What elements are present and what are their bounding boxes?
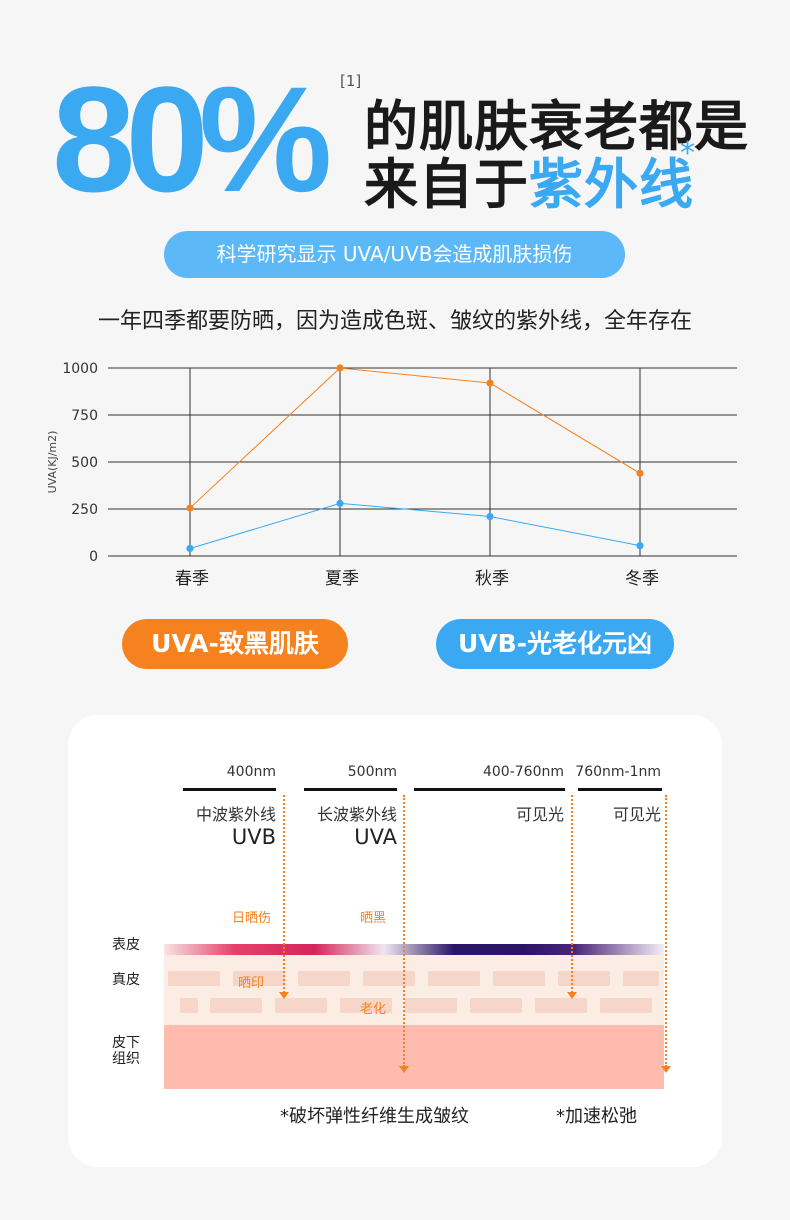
data-point-series-0 xyxy=(336,364,344,372)
data-point-series-0 xyxy=(636,469,644,477)
dermis-cell xyxy=(233,971,285,986)
data-point-series-0 xyxy=(486,379,494,387)
dermis-cell xyxy=(600,998,652,1013)
uva-arrow-icon xyxy=(399,1066,409,1073)
uva-penetration-line xyxy=(403,795,405,1067)
footnote-wrinkles: *破坏弹性纤维生成皱纹 xyxy=(280,1106,469,1127)
hero-percent: 80% xyxy=(52,55,332,223)
band-infrared-bar xyxy=(578,788,662,791)
effect-sunburn-label: 日晒伤 xyxy=(232,911,272,926)
band-visible-name: 可见光 xyxy=(515,805,564,824)
chart-grid xyxy=(108,367,737,557)
dermis-cell xyxy=(363,971,415,986)
layer-epidermis-label: 表皮 xyxy=(112,937,140,953)
visible-penetration-line xyxy=(571,795,573,993)
dermis-cell xyxy=(493,971,545,986)
uvb-pill: UVB-光老化元凶 xyxy=(436,619,674,669)
series-line-0 xyxy=(189,367,641,509)
dermis-cell xyxy=(558,971,610,986)
band-uvb-code: UVB xyxy=(231,825,276,849)
dermis-cell xyxy=(428,971,480,986)
dermis-cell xyxy=(535,998,587,1013)
uvb-penetration-line xyxy=(283,795,285,993)
band-uva-wavelength: 500nm xyxy=(347,764,397,780)
dermis-cell xyxy=(470,998,522,1013)
hero-headline-line2: 来自于紫外线 xyxy=(364,140,694,219)
data-point-series-0 xyxy=(186,504,194,512)
y-tick-label: 500 xyxy=(71,455,98,471)
hero-reference-mark: [1] xyxy=(340,72,362,90)
y-tick-label: 750 xyxy=(71,408,98,424)
band-uva-bar xyxy=(304,788,397,791)
band-visible-wavelength: 400-760nm xyxy=(482,764,564,780)
subtitle: 一年四季都要防晒，因为造成色斑、皱纹的紫外线，全年存在 xyxy=(97,309,692,334)
uva-pill: UVA-致黑肌肤 xyxy=(122,619,348,669)
epidermis-layer xyxy=(164,944,664,955)
data-point-series-1 xyxy=(636,542,644,550)
band-uvb-name: 中波紫外线 xyxy=(195,805,276,824)
hero-line2-prefix: 来自于 xyxy=(364,153,529,216)
band-uva-code: UVA xyxy=(354,825,397,849)
infrared-penetration-line xyxy=(665,795,667,1067)
research-pill: 科学研究显示 UVA/UVB会造成肌肤损伤 xyxy=(164,231,625,278)
layer-dermis-label: 真皮 xyxy=(112,972,140,988)
band-uva-name: 长波紫外线 xyxy=(316,805,397,824)
dermis-cell xyxy=(340,998,392,1013)
chart-text: 0 250 500 750 1000 春季 夏季 秋季 冬季 UVA(KJ/m2) xyxy=(46,361,659,589)
hero-headline-line1: 的肌肤衰老都是 xyxy=(364,95,749,158)
dermis-cell xyxy=(405,998,457,1013)
hero-line2-accent: 紫外线 xyxy=(529,153,694,216)
band-infrared-name: 可见光 xyxy=(612,805,661,824)
chart-series xyxy=(186,364,644,553)
dermis-layer xyxy=(164,955,664,1025)
layer-subcutaneous-label-1: 皮下 xyxy=(112,1035,140,1051)
dermis-cell xyxy=(275,998,327,1013)
x-tick-label: 秋季 xyxy=(475,569,509,589)
x-tick-label: 冬季 xyxy=(625,569,659,589)
uva-line-chart: 0 250 500 750 1000 春季 夏季 秋季 冬季 UVA(KJ/m2) xyxy=(46,361,737,589)
effect-tan-label: 晒黑 xyxy=(360,911,387,926)
dermis-cell xyxy=(168,971,220,986)
subcutaneous-layer xyxy=(164,1025,664,1089)
uvb-arrow-icon xyxy=(279,992,289,999)
dermis-cell xyxy=(210,998,262,1013)
layer-subcutaneous-label-2: 组织 xyxy=(112,1051,140,1067)
effect-aging-label: 老化 xyxy=(360,1002,387,1017)
y-tick-label: 250 xyxy=(71,502,98,518)
hero-asterisk: * xyxy=(680,136,695,171)
infrared-arrow-icon xyxy=(661,1066,671,1073)
series-line-1 xyxy=(189,502,641,549)
x-tick-label: 夏季 xyxy=(325,569,359,589)
y-axis-label: UVA(KJ/m2) xyxy=(46,431,59,494)
y-tick-label: 1000 xyxy=(62,361,98,377)
band-uvb-wavelength: 400nm xyxy=(226,764,276,780)
dermis-cell xyxy=(623,971,659,986)
data-point-series-1 xyxy=(486,512,494,521)
dermis-cell xyxy=(180,998,198,1013)
visible-arrow-icon xyxy=(567,992,577,999)
band-uvb-bar xyxy=(183,788,276,791)
data-point-series-1 xyxy=(186,544,194,553)
dermis-cell xyxy=(298,971,350,986)
data-point-series-1 xyxy=(336,499,344,507)
effect-sunmark-label: 晒印 xyxy=(238,976,265,991)
band-visible-bar xyxy=(414,788,565,791)
footnote-sagging: *加速松弛 xyxy=(556,1106,637,1127)
skin-diagram-card: 400nm 中波紫外线 UVB 500nm 长波紫外线 UVA 400-760n… xyxy=(68,715,722,1167)
x-tick-label: 春季 xyxy=(175,569,209,589)
band-infrared-wavelength: 760nm-1nm xyxy=(575,764,661,780)
y-tick-label: 0 xyxy=(89,549,98,565)
